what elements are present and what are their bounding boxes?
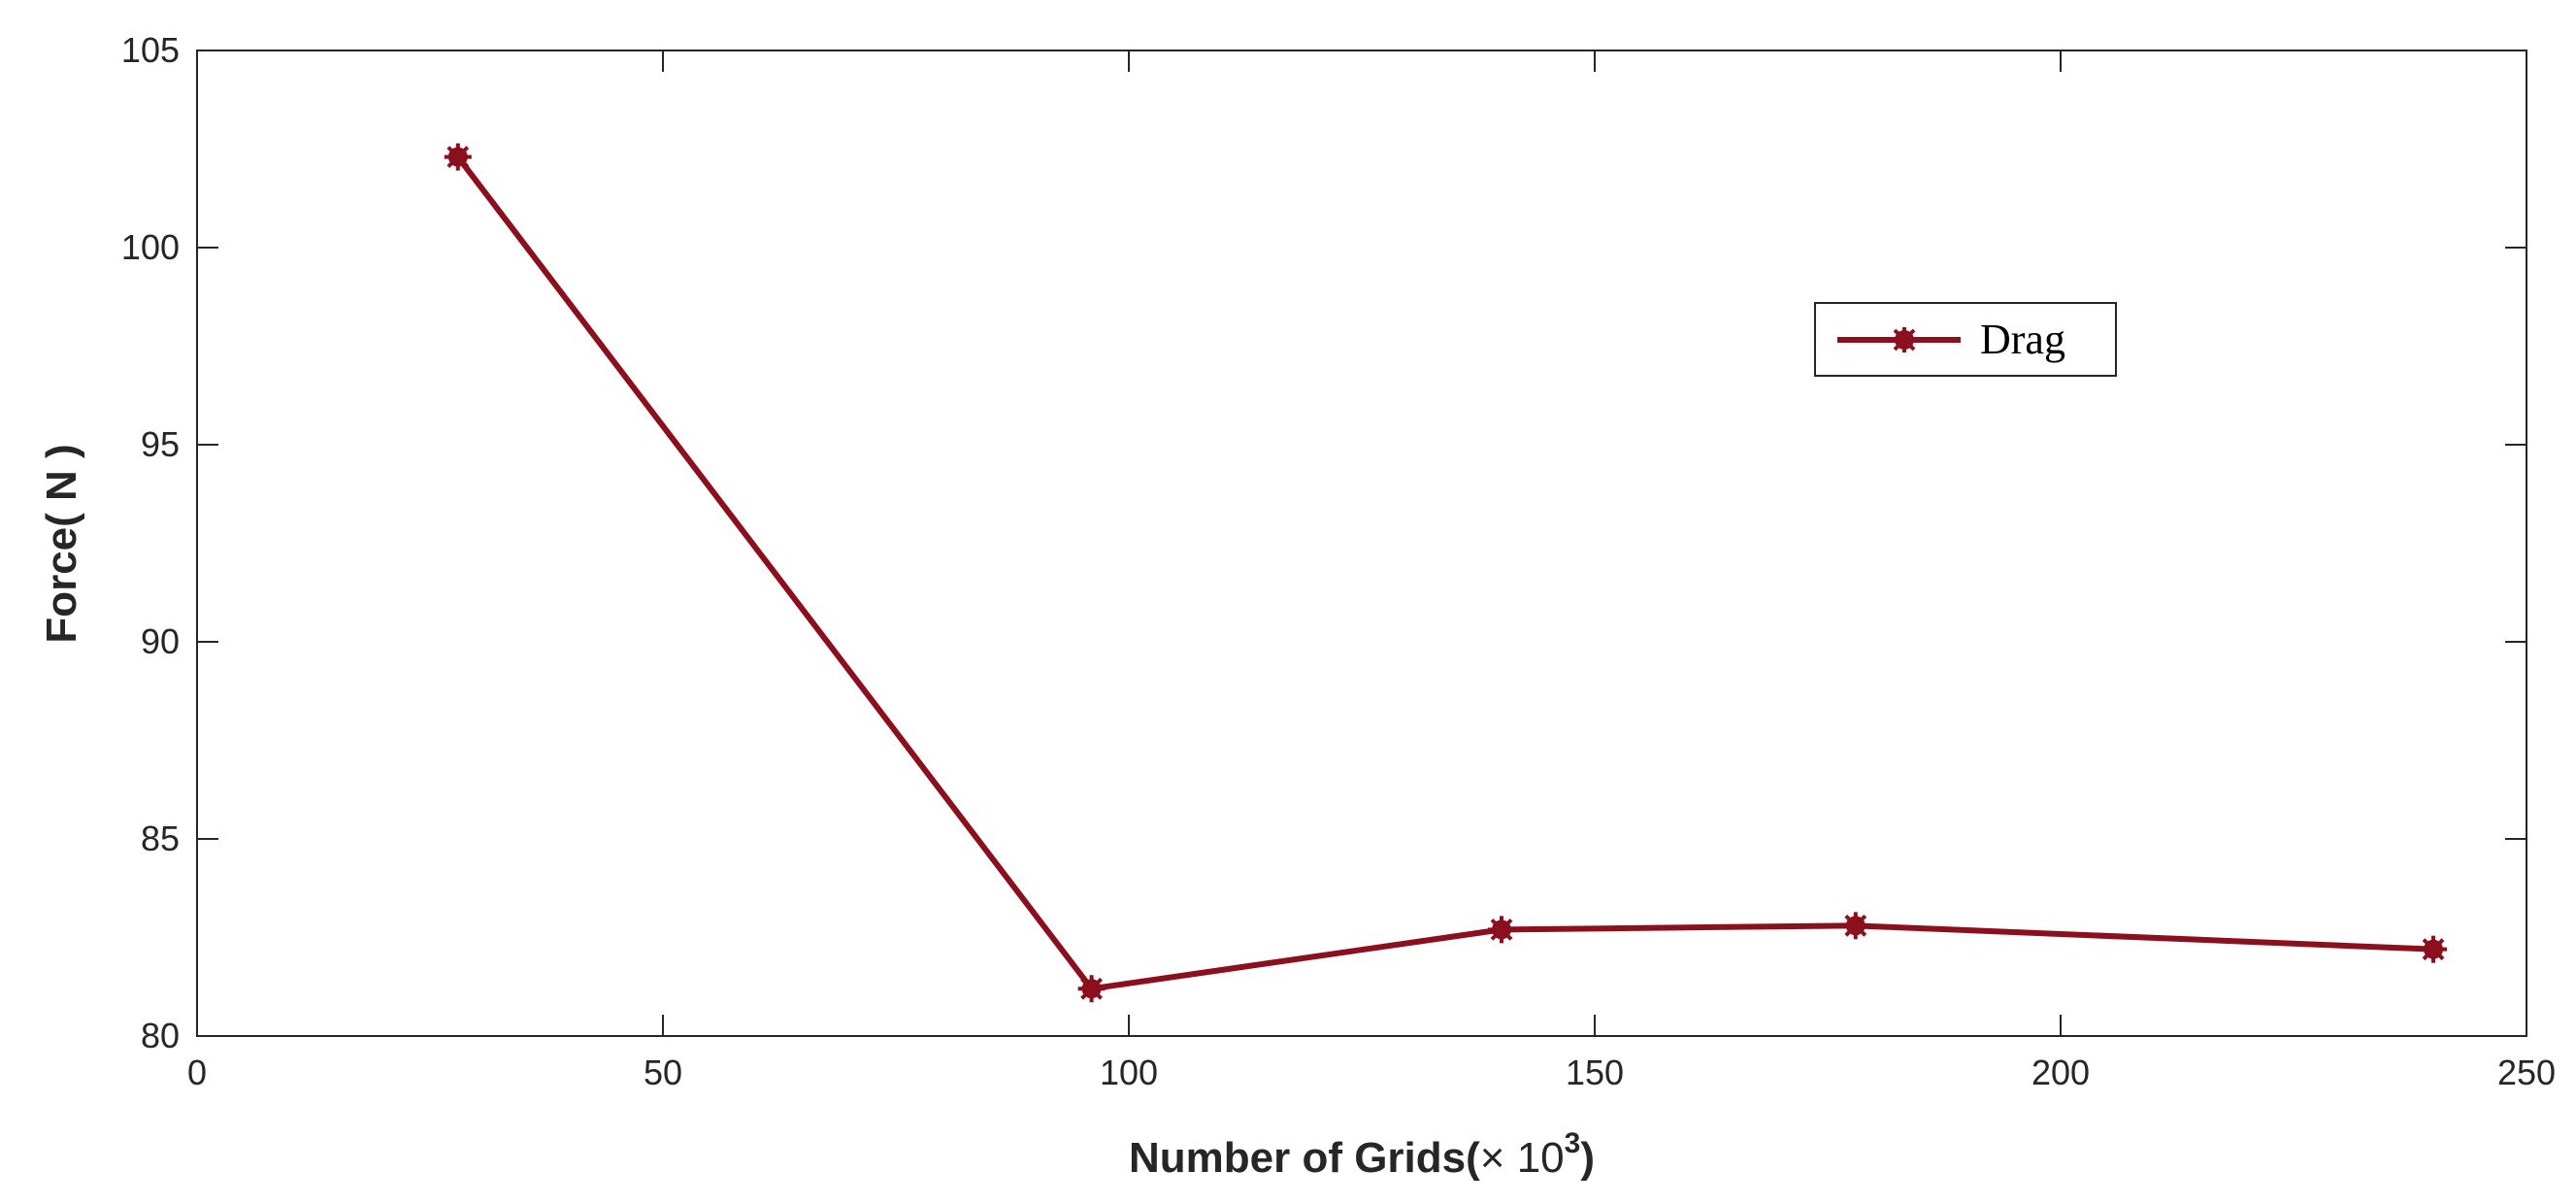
y-tick-label: 105 <box>121 30 180 70</box>
y-tick-label: 90 <box>141 621 180 661</box>
data-point-marker <box>444 143 472 171</box>
series-layer <box>444 143 2447 1003</box>
x-tick-label: 250 <box>2497 1053 2556 1092</box>
x-tick-label: 50 <box>644 1053 682 1092</box>
plot-area <box>196 50 2527 1037</box>
data-point-marker <box>2420 935 2447 963</box>
x-axis-ticks: 0 50 100 150 200 250 <box>187 50 2556 1092</box>
y-axis-label: Force( N ) <box>38 444 85 643</box>
legend-label-drag: Drag <box>1980 316 2065 363</box>
x-axis-label-times: × 10 <box>1480 1134 1565 1182</box>
y-tick-label: 95 <box>141 424 180 464</box>
data-point-marker <box>1841 912 1869 940</box>
x-axis-label-close: ) <box>1580 1134 1595 1182</box>
y-tick-label: 100 <box>121 227 180 267</box>
x-axis-label-main: Number of Grids( <box>1129 1134 1480 1182</box>
legend-box <box>1814 302 2117 377</box>
y-axis-ticks: 80 85 90 95 100 105 <box>121 30 2526 1055</box>
y-tick-label: 85 <box>141 819 180 858</box>
x-tick-label: 100 <box>1100 1053 1158 1092</box>
data-point-marker <box>1077 975 1106 1003</box>
data-point-marker <box>1488 916 1515 944</box>
legend: Drag <box>1814 302 2117 377</box>
legend-marker <box>1892 327 1917 352</box>
x-tick-label: 200 <box>2031 1053 2090 1092</box>
y-tick-label: 80 <box>141 1016 180 1055</box>
x-axis-label-exponent: 3 <box>1565 1127 1581 1159</box>
x-tick-label: 150 <box>1566 1053 1624 1092</box>
x-tick-label: 0 <box>187 1053 207 1092</box>
x-axis-label: Number of Grids(× 103) <box>1129 1127 1595 1182</box>
